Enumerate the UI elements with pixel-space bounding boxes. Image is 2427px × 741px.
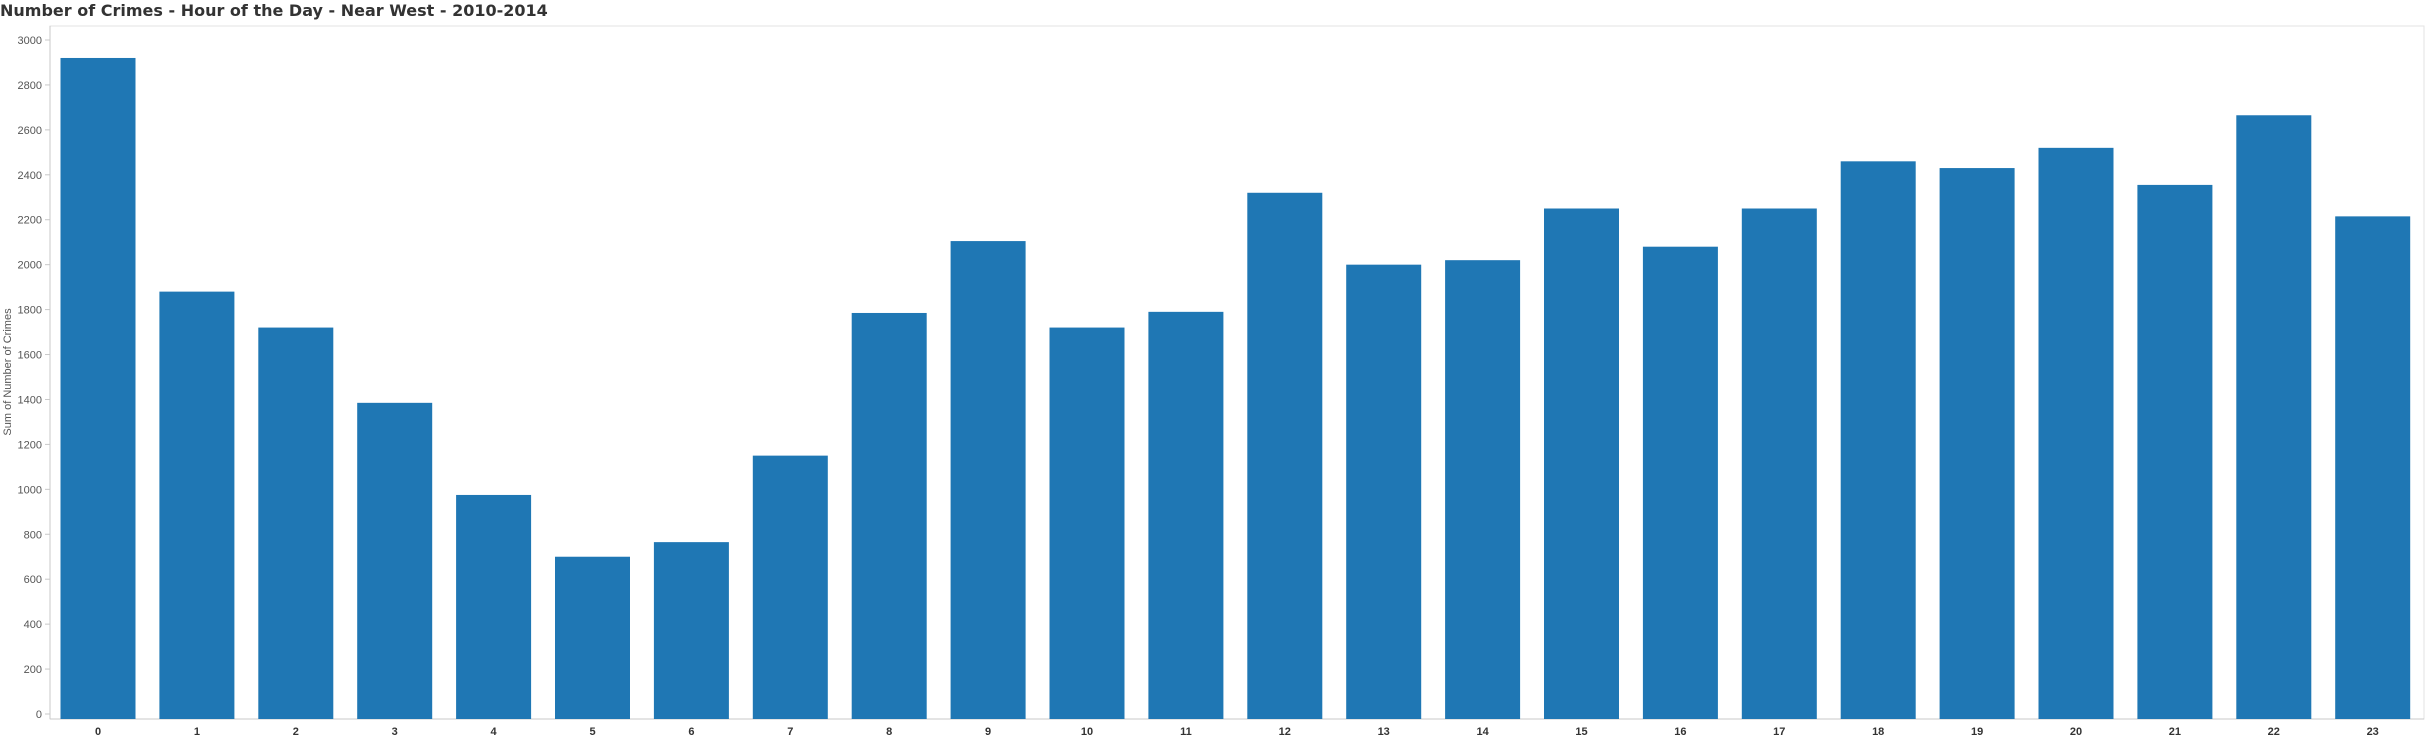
y-tick-label: 0: [36, 709, 42, 721]
bar-hour-6: [653, 542, 729, 719]
bar-hour-19: [1939, 168, 2015, 719]
bar-hour-2: [258, 327, 334, 719]
y-axis-label: Sum of Number of Crimes: [2, 308, 14, 436]
plot-frame: [49, 25, 2425, 720]
bar-hour-14: [1445, 260, 1521, 719]
y-tick-label: 2000: [18, 260, 42, 272]
chart-title: Number of Crimes - Hour of the Day - Nea…: [0, 1, 548, 20]
bar-hour-17: [1741, 208, 1817, 719]
x-tick-label: 15: [1575, 726, 1587, 738]
bar-hour-13: [1346, 264, 1422, 719]
y-tick-label: 800: [24, 529, 42, 541]
x-tick-label: 8: [886, 726, 892, 738]
x-tick-label: 1: [194, 726, 200, 738]
bar-hour-8: [851, 312, 927, 719]
x-tick-label: 21: [2169, 726, 2181, 738]
bar-hour-10: [1049, 327, 1125, 719]
y-tick-label: 1000: [18, 484, 42, 496]
bar-hour-9: [950, 241, 1026, 719]
y-tick-label: 600: [24, 574, 42, 586]
bars: [60, 57, 2411, 720]
y-tick-label: 1600: [18, 350, 42, 362]
x-tick-label: 10: [1081, 726, 1093, 738]
x-tick-label: 20: [2070, 726, 2082, 738]
y-tick-label: 2800: [18, 80, 42, 92]
x-tick-label: 11: [1180, 726, 1192, 738]
bar-hour-20: [2038, 147, 2114, 720]
x-tick-label: 23: [2367, 726, 2379, 738]
bar-hour-16: [1642, 246, 1718, 719]
y-tick-label: 2400: [18, 170, 42, 182]
bar-hour-11: [1148, 311, 1224, 719]
x-tick-label: 6: [688, 726, 694, 738]
bar-hour-7: [752, 455, 828, 719]
x-tick-label: 9: [985, 726, 991, 738]
x-tick-label: 0: [95, 726, 101, 738]
y-tick-label: 3000: [18, 35, 42, 47]
x-tick-label: 16: [1674, 726, 1686, 738]
x-tick-label: 3: [392, 726, 398, 738]
y-axis: 0 200 400 600 800 1000 1200 1400 1600 1800 2000 220…: [18, 35, 50, 721]
bar-hour-0: [60, 57, 136, 720]
y-tick-label: 2200: [18, 215, 42, 227]
y-tick-label: 2600: [18, 125, 42, 137]
x-tick-label: 19: [1971, 726, 1983, 738]
bar-hour-18: [1840, 161, 1916, 719]
y-tick-label: 1400: [18, 394, 42, 406]
x-tick-label: 4: [491, 726, 498, 738]
x-tick-label: 14: [1476, 726, 1489, 738]
bar-hour-4: [456, 494, 532, 719]
bar-hour-1: [159, 291, 235, 719]
x-tick-label: 17: [1773, 726, 1785, 738]
y-tick-label: 1800: [18, 305, 42, 317]
y-tick-label: 200: [24, 664, 42, 676]
x-tick-label: 5: [589, 726, 595, 738]
bar-hour-23: [2335, 216, 2411, 719]
x-tick-label: 18: [1872, 726, 1884, 738]
x-tick-label: 13: [1378, 726, 1390, 738]
x-tick-label: 22: [2268, 726, 2280, 738]
x-tick-label: 12: [1279, 726, 1291, 738]
x-tick-label: 7: [787, 726, 793, 738]
bar-hour-15: [1544, 208, 1619, 719]
x-tick-label: 2: [293, 726, 299, 738]
y-tick-label: 1200: [18, 439, 42, 451]
bar-hour-12: [1247, 192, 1323, 720]
x-axis: 0 1 2 3 4 5 6 7 8 9 10 11 12 13 14 15 16 17 18 19 20 21 22 23: [95, 726, 2379, 738]
bar-hour-22: [2236, 115, 2312, 720]
bar-hour-21: [2137, 184, 2213, 719]
bar-hour-5: [555, 556, 630, 719]
y-tick-label: 400: [24, 619, 42, 631]
bar-hour-3: [357, 402, 433, 719]
